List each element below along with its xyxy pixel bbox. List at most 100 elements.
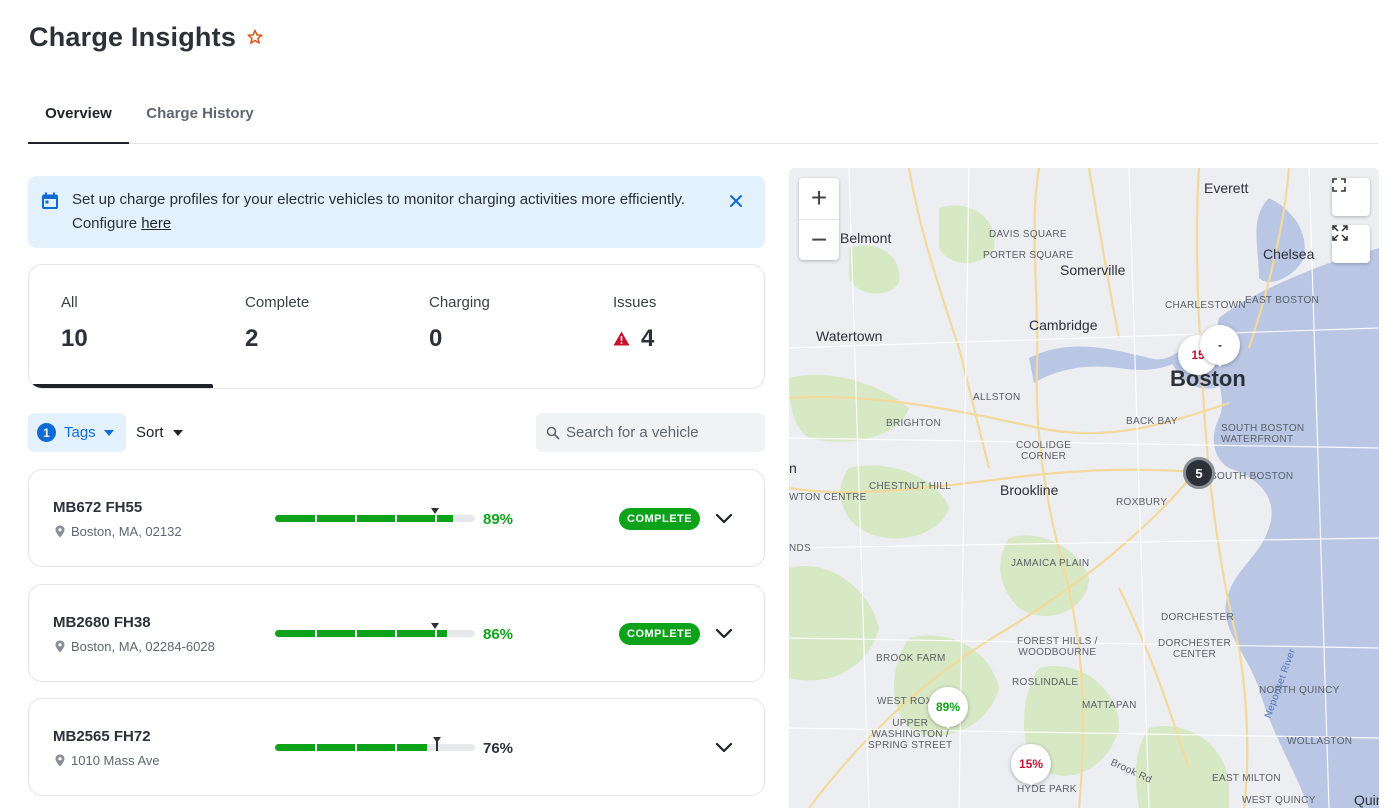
expand-map-button[interactable] (1332, 225, 1370, 263)
map-label: FOREST HILLS / WOODBOURNE (1017, 636, 1098, 658)
location-pin-icon (55, 640, 65, 653)
map-label: ALLSTON (973, 392, 1021, 403)
sort-button[interactable]: Sort (136, 413, 183, 452)
tab-bar: Overview Charge History (28, 96, 1378, 144)
map-label: Somerville (1060, 262, 1126, 278)
caret-down-icon (172, 429, 183, 436)
fullscreen-icon (1332, 178, 1346, 192)
map-pin-label: 89% (935, 700, 961, 714)
page-title: Charge Insights (29, 22, 237, 52)
map-label: MATTAPAN (1082, 700, 1137, 711)
charge-bar-segment-divider (395, 630, 397, 637)
map-label: BACK BAY (1126, 416, 1178, 427)
tags-filter-button[interactable]: 1 Tags (28, 413, 126, 452)
search-icon (546, 426, 560, 440)
vehicle-map[interactable]: Everett Chelsea Belmont Somerville Cambr… (789, 168, 1379, 808)
map-label: EAST BOSTON (1245, 295, 1320, 306)
map-label: ROSLINDALE (1012, 677, 1079, 688)
configure-link[interactable]: here (141, 215, 172, 232)
banner-message: Set up charge profiles for your electric… (72, 191, 686, 232)
chevron-down-icon[interactable] (715, 510, 733, 528)
status-summary: All 10 Complete 2 Charging 0 Issues 4 (28, 264, 765, 389)
map-label: BROOK FARM (876, 653, 946, 664)
tab-overview[interactable]: Overview (28, 96, 129, 144)
caret-down-icon (103, 429, 114, 436)
vehicle-card[interactable]: MB2565 FH72 1010 Mass Ave 76% (28, 698, 765, 796)
charge-percent: 89% (483, 511, 514, 528)
fullscreen-button[interactable] (1332, 178, 1370, 216)
charge-bar-fill (275, 744, 427, 751)
info-banner: Set up charge profiles for your electric… (28, 176, 765, 248)
stat-complete[interactable]: Complete 2 (213, 265, 397, 388)
map-label: WTON CENTRE (789, 492, 867, 503)
stat-all[interactable]: All 10 (29, 265, 213, 388)
map-label: EAST MILTON (1212, 773, 1281, 784)
charge-bar (275, 744, 475, 751)
map-label: SOUTH BOSTON WATERFRONT (1221, 423, 1305, 445)
stat-complete-label: Complete (245, 294, 310, 311)
stat-issues[interactable]: Issues 4 (581, 265, 764, 388)
charge-bar-segment-divider (355, 630, 357, 637)
zoom-in-button[interactable]: + (810, 182, 828, 213)
map-pin[interactable]: 89% (928, 687, 968, 729)
map-base (789, 168, 1379, 808)
vehicle-search (536, 413, 765, 452)
status-badge: COMPLETE (619, 623, 701, 645)
map-label: COOLIDGE CORNER (1016, 440, 1072, 462)
charge-bar-segment-divider (395, 515, 397, 522)
map-pin-label: 15% (1018, 757, 1044, 771)
star-outline-icon[interactable] (246, 28, 264, 46)
vehicle-card[interactable]: MB672 FH55 Boston, MA, 02132 89% COMPLET… (28, 469, 765, 567)
map-label: CHESTNUT HILL (869, 481, 952, 492)
vehicle-location: Boston, MA, 02132 (71, 524, 182, 539)
chevron-down-icon[interactable] (715, 739, 733, 757)
map-pin[interactable]: 15% (1011, 744, 1051, 786)
map-label: Brookline (1000, 482, 1059, 498)
map-label: BRIGHTON (886, 418, 941, 429)
charge-bar-segment-divider (315, 744, 317, 751)
vehicle-name: MB2680 FH38 (53, 614, 151, 631)
vehicle-card[interactable]: MB2680 FH38 Boston, MA, 02284-6028 86% C… (28, 584, 765, 682)
charge-bar-fill (275, 515, 453, 522)
stat-complete-value: 2 (245, 325, 259, 352)
stat-all-value: 10 (61, 325, 88, 352)
map-label: Chelsea (1263, 246, 1315, 262)
chevron-down-icon[interactable] (715, 625, 733, 643)
vehicle-location: 1010 Mass Ave (71, 753, 160, 768)
vehicle-name: MB672 FH55 (53, 499, 143, 516)
map-label: CHARLESTOWN (1165, 300, 1246, 311)
calendar-icon (42, 192, 58, 209)
stat-charging-value: 0 (429, 325, 443, 352)
charge-bar (275, 630, 475, 637)
close-icon[interactable] (726, 191, 746, 211)
location-pin-icon (55, 525, 65, 538)
map-label: Cambridge (1029, 317, 1098, 333)
stat-issues-label: Issues (613, 294, 657, 311)
map-label: DORCHESTER CENTER (1158, 638, 1232, 660)
map-label: WOLLASTON (1287, 736, 1353, 747)
charge-target-marker (431, 623, 439, 629)
map-label: JAMAICA PLAIN (1011, 558, 1090, 569)
charge-bar-segment-divider (315, 515, 317, 522)
map-pin-tail (942, 721, 954, 729)
map-label: Quin (1354, 792, 1379, 808)
charge-percent: 76% (483, 740, 514, 757)
map-pin[interactable]: - (1200, 325, 1240, 367)
tab-charge-history[interactable]: Charge History (146, 105, 254, 122)
map-pin-label: - (1218, 338, 1222, 352)
map-label: n (789, 460, 797, 476)
charge-bar-segment-divider (355, 744, 357, 751)
warning-icon (613, 331, 630, 346)
map-label: WEST ROX (877, 696, 933, 707)
charge-bar (275, 515, 475, 522)
map-label: DAVIS SQUARE (989, 229, 1067, 240)
search-input[interactable] (566, 413, 761, 452)
map-label: DORCHESTER (1161, 612, 1235, 623)
stat-charging[interactable]: Charging 0 (397, 265, 581, 388)
map-cluster[interactable]: 5 (1183, 457, 1215, 489)
map-label: HYDE PARK (1017, 784, 1077, 795)
charge-bar-segment-divider (315, 630, 317, 637)
sort-label: Sort (136, 424, 164, 441)
zoom-out-button[interactable]: − (799, 219, 839, 259)
tags-label: Tags (64, 424, 96, 441)
